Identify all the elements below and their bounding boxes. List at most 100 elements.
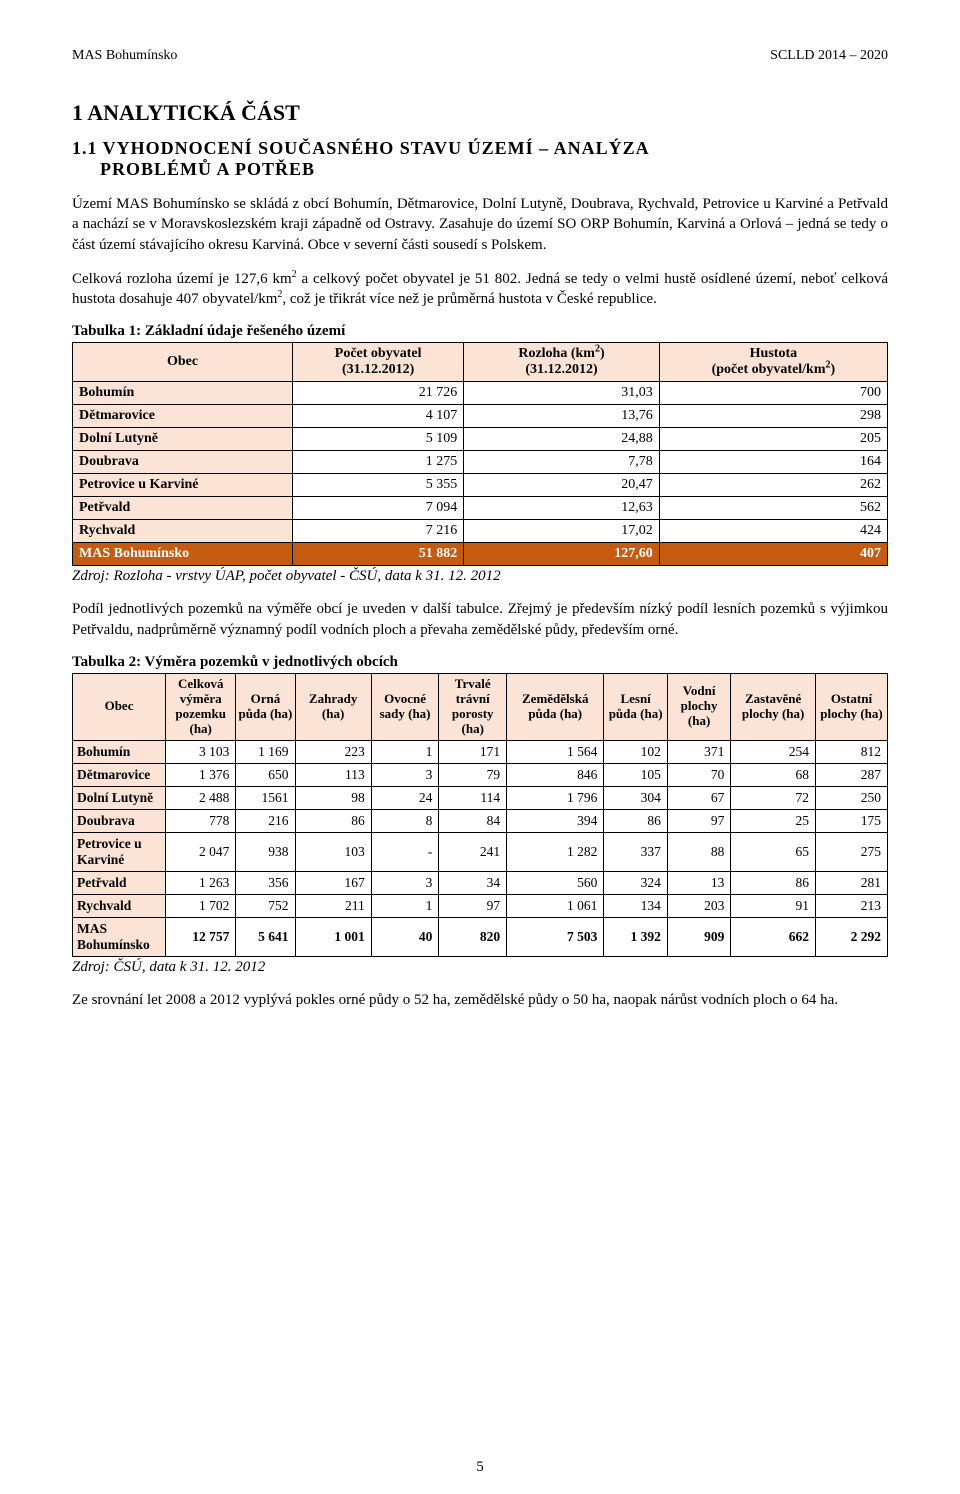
table-row: Bohumín3 1031 16922311711 56410237125481… [73,740,888,763]
table-row: Doubrava77821686884394869725175 [73,809,888,832]
t1-h-area-b: ) [600,346,605,361]
heading-2-line2: PROBLÉMŮ A POTŘEB [72,159,888,180]
t2-cell: 113 [295,763,371,786]
t2-header: Ostatní plochy (ha) [815,673,887,740]
t1-cell: 424 [659,520,887,543]
t1-label: Bohumín [73,382,293,405]
table-row: Petřvald7 09412,63562 [73,497,888,520]
t1-cell: 7 216 [293,520,464,543]
t1-total-label: MAS Bohumínsko [73,543,293,566]
t1-label: Petrovice u Karviné [73,474,293,497]
t2-label: Petřvald [73,871,166,894]
t2-cell: 304 [604,786,667,809]
table-row: Dolní Lutyně5 10924,88205 [73,428,888,451]
t1-cell: 12,63 [464,497,660,520]
t1-cell: 7 094 [293,497,464,520]
para2-c: , což je třikrát více než je průměrná hu… [282,291,656,307]
t1-h-pop: Počet obyvatel (31.12.2012) [293,343,464,382]
t2-cell: 3 103 [166,740,236,763]
t2-cell: 778 [166,809,236,832]
t2-cell: 216 [236,809,295,832]
t2-header: Obec [73,673,166,740]
t1-cell: 700 [659,382,887,405]
t1-cell: 13,76 [464,405,660,428]
table-row-total: MAS Bohumínsko51 882127,60407 [73,543,888,566]
t1-h-pop-b: (31.12.2012) [342,362,414,377]
t1-label: Dětmarovice [73,405,293,428]
t2-cell: 13 [667,871,730,894]
t2-header: Trvalé trávní porosty (ha) [439,673,507,740]
t2-total-cell: 40 [371,917,439,956]
t2-header: Orná půda (ha) [236,673,295,740]
table-row: Dětmarovice4 10713,76298 [73,405,888,428]
t1-h-dens-b: (počet obyvatel/km [712,362,826,377]
t2-cell: 167 [295,871,371,894]
t1-h-area-a: Rozloha (km [518,346,595,361]
t2-cell: 356 [236,871,295,894]
t1-cell: 24,88 [464,428,660,451]
t2-total-cell: 1 001 [295,917,371,956]
t1-h-pop-a: Počet obyvatel [335,346,422,361]
t2-cell: 65 [731,832,816,871]
t1-label: Doubrava [73,451,293,474]
t2-cell: 103 [295,832,371,871]
table1-header-row: Obec Počet obyvatel (31.12.2012) Rozloha… [73,343,888,382]
table2-caption: Tabulka 2: Výměra pozemků v jednotlivých… [72,654,888,671]
t2-header: Zahrady (ha) [295,673,371,740]
t1-cell: 31,03 [464,382,660,405]
header-right: SCLLD 2014 – 2020 [770,48,888,64]
t2-label: Dolní Lutyně [73,786,166,809]
page-number: 5 [0,1459,960,1476]
t2-cell: - [371,832,439,871]
t1-cell: 4 107 [293,405,464,428]
table-2: ObecCelková výměra pozemku (ha)Orná půda… [72,673,888,957]
t2-cell: 84 [439,809,507,832]
page: MAS Bohumínsko SCLLD 2014 – 2020 1 ANALY… [0,0,960,1494]
t2-cell: 171 [439,740,507,763]
t2-cell: 114 [439,786,507,809]
t2-cell: 91 [731,894,816,917]
t1-label: Dolní Lutyně [73,428,293,451]
t2-cell: 371 [667,740,730,763]
para2-a: Celková rozloha území je 127,6 km [72,271,292,287]
t1-h-area: Rozloha (km2) (31.12.2012) [464,343,660,382]
t2-cell: 34 [439,871,507,894]
t1-cell: 20,47 [464,474,660,497]
t2-cell: 67 [667,786,730,809]
t2-cell: 3 [371,763,439,786]
t2-cell: 1 263 [166,871,236,894]
t1-cell: 164 [659,451,887,474]
t1-h-dens-a: Hustota [750,346,797,361]
t1-label: Petřvald [73,497,293,520]
t2-cell: 105 [604,763,667,786]
t2-total-cell: 5 641 [236,917,295,956]
t2-header: Zastavěné plochy (ha) [731,673,816,740]
paragraph-3: Podíl jednotlivých pozemků na výměře obc… [72,599,888,640]
table-row: Doubrava1 2757,78164 [73,451,888,474]
t2-cell: 1 796 [507,786,604,809]
running-header: MAS Bohumínsko SCLLD 2014 – 2020 [72,48,888,64]
t2-cell: 86 [731,871,816,894]
heading-2: 1.1 VYHODNOCENÍ SOUČASNÉHO STAVU ÚZEMÍ –… [72,138,888,180]
t2-cell: 1 061 [507,894,604,917]
t2-cell: 2 047 [166,832,236,871]
t2-total-cell: 820 [439,917,507,956]
t2-cell: 1 169 [236,740,295,763]
t2-cell: 560 [507,871,604,894]
t2-cell: 213 [815,894,887,917]
t2-cell: 1 [371,740,439,763]
t2-cell: 3 [371,871,439,894]
t1-cell: 205 [659,428,887,451]
t2-cell: 812 [815,740,887,763]
t2-header: Zemědělská půda (ha) [507,673,604,740]
t2-cell: 394 [507,809,604,832]
t2-cell: 134 [604,894,667,917]
t2-cell: 1 702 [166,894,236,917]
t2-total-cell: 1 392 [604,917,667,956]
heading-2-line1: 1.1 VYHODNOCENÍ SOUČASNÉHO STAVU ÚZEMÍ –… [72,138,650,158]
t2-cell: 2 488 [166,786,236,809]
t1-cell: 562 [659,497,887,520]
t2-cell: 24 [371,786,439,809]
t2-cell: 650 [236,763,295,786]
table-row: Rychvald1 7027522111971 06113420391213 [73,894,888,917]
